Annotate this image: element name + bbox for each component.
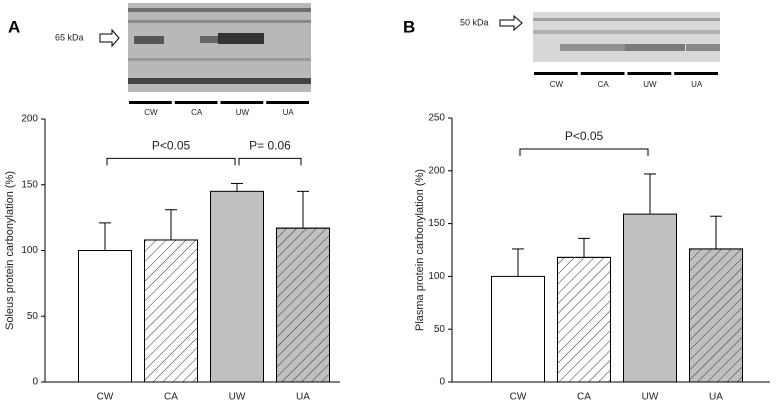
- y-tick-label: 50: [27, 311, 39, 322]
- x-tick-label: UA: [296, 392, 310, 403]
- lane-label: UA: [691, 80, 703, 89]
- significance-bracket: [106, 157, 236, 166]
- bar: [78, 250, 132, 383]
- blot-size-label: 50 kDa: [460, 17, 489, 27]
- lane-label: UW: [643, 80, 657, 89]
- blot-arrow: [99, 28, 120, 48]
- lane-bar: [129, 101, 172, 104]
- bar: [210, 190, 264, 383]
- significance-label: P<0.05: [152, 139, 191, 153]
- x-tick-label: UW: [642, 392, 659, 403]
- significance-bracket: [238, 157, 302, 166]
- significance-bracket: [519, 148, 649, 156]
- lane-bar: [627, 72, 672, 75]
- blot-size-label: 65 kDa: [55, 32, 84, 42]
- panel-label: B: [403, 17, 415, 36]
- bar: [623, 213, 677, 383]
- lane-bar: [266, 101, 309, 104]
- bar-hatch: [276, 227, 330, 383]
- lane-label: CW: [144, 108, 158, 117]
- y-tick-label: 150: [428, 218, 445, 229]
- lane-bar: [174, 101, 218, 104]
- bar-hatch: [144, 239, 198, 383]
- y-tick-label: 100: [428, 271, 445, 282]
- significance-label: P<0.05: [565, 129, 604, 143]
- x-tick-label: CA: [577, 392, 591, 403]
- y-axis-label: Plasma protein carbonylation (%): [414, 169, 426, 331]
- y-tick-label: 150: [21, 179, 38, 190]
- y-tick-label: 0: [439, 377, 445, 388]
- x-tick-label: CW: [97, 392, 114, 403]
- y-tick-label: 100: [21, 245, 38, 256]
- y-tick-label: 200: [428, 165, 445, 176]
- x-tick-label: UA: [709, 392, 723, 403]
- bar-hatch: [689, 248, 743, 383]
- lane-label: CA: [191, 108, 203, 117]
- significance-label: P= 0.06: [249, 139, 291, 153]
- y-tick-label: 200: [21, 114, 38, 125]
- lane-bar: [674, 72, 718, 75]
- blot-image-b: [533, 12, 720, 62]
- lane-bar: [534, 72, 578, 75]
- y-tick-label: 250: [428, 113, 445, 124]
- blot-arrow: [499, 14, 523, 32]
- lane-label: UA: [283, 108, 295, 117]
- y-axis-label: Soleus protein carbonylation (%): [4, 171, 16, 330]
- lane-bar: [580, 72, 625, 75]
- bar-hatch: [557, 256, 611, 383]
- x-tick-label: CA: [164, 392, 178, 403]
- blot-image-a: [128, 3, 311, 92]
- lane-label: CA: [598, 80, 610, 89]
- panel-label: A: [8, 17, 20, 36]
- y-tick-label: 0: [32, 377, 38, 388]
- lane-bar: [220, 101, 264, 104]
- x-tick-label: CW: [510, 392, 527, 403]
- bar: [491, 275, 545, 383]
- y-tick-label: 50: [434, 324, 446, 335]
- lane-label: UW: [236, 108, 250, 117]
- lane-label: CW: [550, 80, 564, 89]
- x-tick-label: UW: [229, 392, 246, 403]
